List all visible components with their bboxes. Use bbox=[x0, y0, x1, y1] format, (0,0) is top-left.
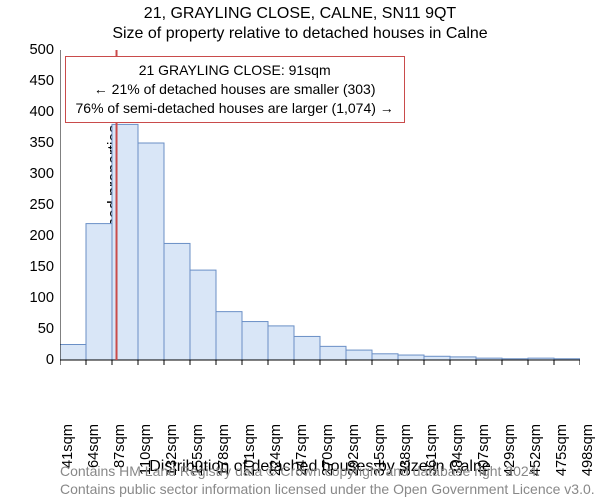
footer-line2: Contains public sector information licen… bbox=[60, 481, 595, 499]
y-tick-label: 250 bbox=[30, 197, 54, 213]
histogram-bar bbox=[190, 270, 216, 360]
x-tick-label: 64sqm bbox=[86, 424, 102, 468]
callout-box: 21 GRAYLING CLOSE: 91sqm ← 21% of detach… bbox=[65, 56, 405, 123]
y-tick-label: 350 bbox=[30, 135, 54, 151]
page-subtitle: Size of property relative to detached ho… bbox=[0, 24, 600, 44]
footer-attribution: Contains HM Land Registry data © Crown c… bbox=[60, 463, 595, 498]
callout-line3: 76% of semi-detached houses are larger (… bbox=[76, 99, 394, 118]
callout-line2: ← 21% of detached houses are smaller (30… bbox=[76, 80, 394, 99]
x-tick-label: 41sqm bbox=[60, 424, 76, 468]
histogram-bar bbox=[398, 355, 424, 360]
y-tick-label: 400 bbox=[30, 104, 54, 120]
callout-line1: 21 GRAYLING CLOSE: 91sqm bbox=[76, 61, 394, 80]
page-title: 21, GRAYLING CLOSE, CALNE, SN11 9QT bbox=[0, 0, 600, 24]
y-tick-label: 450 bbox=[30, 73, 54, 89]
histogram-bar bbox=[216, 312, 242, 360]
histogram-bar bbox=[424, 356, 450, 360]
histogram-bar bbox=[294, 336, 320, 360]
histogram-bar bbox=[138, 143, 164, 360]
y-tick-label: 300 bbox=[30, 166, 54, 182]
y-tick-label: 0 bbox=[46, 352, 54, 368]
histogram-bar bbox=[60, 345, 86, 361]
histogram-bar bbox=[86, 224, 112, 360]
y-tick-label: 150 bbox=[30, 259, 54, 275]
histogram-bar bbox=[164, 243, 190, 360]
histogram-bar bbox=[346, 350, 372, 360]
footer-line1: Contains HM Land Registry data © Crown c… bbox=[60, 463, 595, 481]
histogram-bar bbox=[372, 354, 398, 360]
y-tick-label: 500 bbox=[30, 42, 54, 58]
histogram-bar bbox=[268, 326, 294, 360]
y-tick-label: 100 bbox=[30, 290, 54, 306]
chart-area: Number of detached properties Distributi… bbox=[60, 50, 580, 420]
histogram-bar bbox=[320, 346, 346, 360]
histogram-bar bbox=[242, 322, 268, 360]
y-tick-label: 200 bbox=[30, 228, 54, 244]
x-tick-label: 87sqm bbox=[112, 424, 128, 468]
y-tick-label: 50 bbox=[38, 321, 54, 337]
